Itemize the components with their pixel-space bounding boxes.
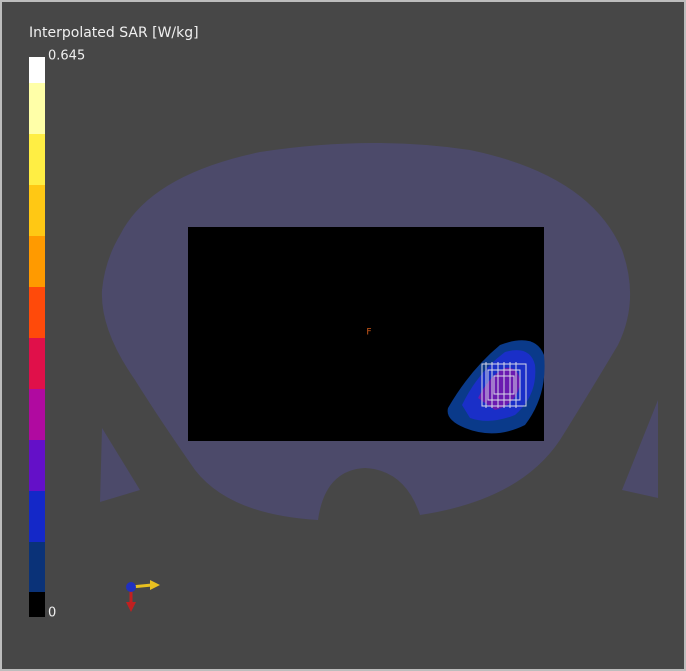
colorbar-title: Interpolated SAR [W/kg]: [29, 25, 199, 41]
coil-outline: [481, 362, 527, 408]
colorbar-min: 0: [48, 606, 56, 621]
colorbar: [29, 57, 45, 617]
arm-left: [100, 428, 140, 502]
marker-label: F: [366, 328, 371, 338]
colorbar-max: 0.645: [48, 49, 85, 64]
arm-right: [622, 400, 658, 498]
orientation-axes: [126, 580, 160, 612]
